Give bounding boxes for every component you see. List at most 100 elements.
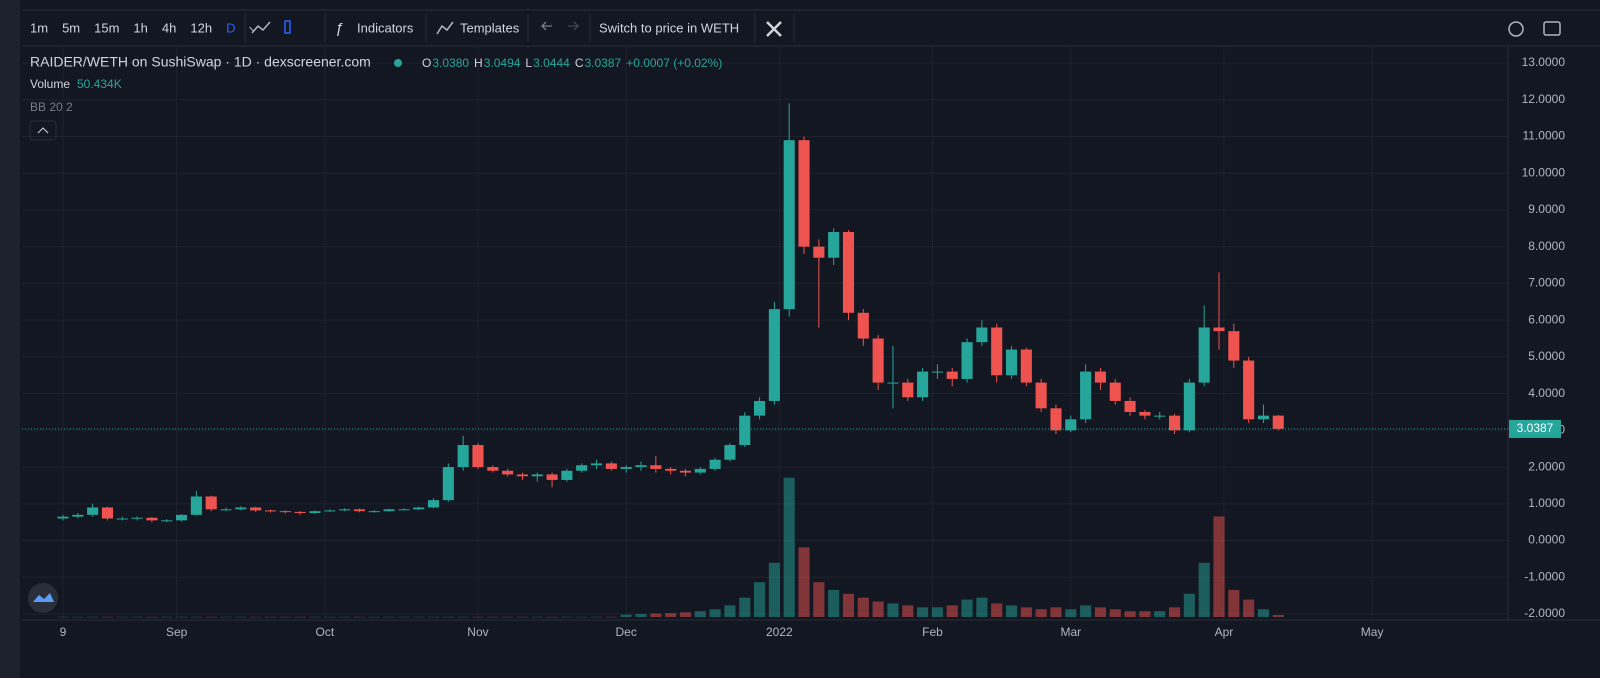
volume-bar	[561, 616, 573, 618]
x-tick-label: Feb	[922, 625, 943, 639]
candle-body	[309, 511, 321, 513]
y-tick-label: 13.0000	[1522, 55, 1566, 69]
candle-body	[798, 140, 810, 247]
candle-body	[472, 445, 484, 468]
y-tick-label: -1.0000	[1524, 569, 1565, 583]
candle-body	[679, 470, 692, 473]
interval-button[interactable]: 15m	[94, 20, 119, 35]
x-tick-label: Dec	[616, 625, 637, 639]
candle-body	[279, 511, 291, 513]
candle-body	[991, 327, 1003, 376]
templates-icon	[436, 21, 454, 35]
indicators-button[interactable]: Indicators	[357, 20, 414, 35]
candle-body	[1168, 415, 1181, 431]
symbol-title: RAIDER/WETH on SushiSwap · 1D · dexscree…	[30, 54, 371, 70]
volume-bar	[783, 477, 795, 617]
volume-bar	[1094, 607, 1106, 617]
candle-body	[502, 470, 514, 475]
ohlc-value: 3.0387	[584, 56, 621, 70]
y-tick-label: 8.0000	[1528, 239, 1565, 253]
volume-bar	[1154, 611, 1166, 617]
y-tick-label: 7.0000	[1528, 276, 1565, 290]
candle-body	[1065, 419, 1077, 431]
candle-body	[161, 520, 173, 522]
volume-bar	[1050, 607, 1062, 617]
volume-bar	[531, 616, 543, 618]
candle-body	[190, 496, 202, 515]
volume-bar	[724, 605, 736, 617]
volume-bar	[991, 603, 1003, 617]
volume-bar	[1124, 611, 1136, 617]
volume-bar	[576, 616, 588, 618]
candle-body	[1198, 327, 1210, 383]
candle-body	[442, 467, 454, 501]
undo-button[interactable]	[540, 21, 552, 31]
ohlc-legend: O 3.0380 H 3.0494 L 3.0444 C 3.0387 +0.0007 (+0.…	[422, 56, 722, 70]
interval-button[interactable]: 12h	[190, 20, 212, 35]
volume-bar	[917, 607, 929, 617]
candle-body	[917, 371, 929, 398]
volume-bar	[220, 616, 232, 618]
interval-button[interactable]: 1m	[30, 20, 48, 35]
x-tick-label: Sep	[166, 625, 188, 639]
y-tick-label: 11.0000	[1523, 129, 1566, 143]
volume-bar	[694, 611, 706, 617]
volume-bar	[87, 616, 99, 618]
interval-button[interactable]: 5m	[62, 20, 80, 35]
fullscreen-button[interactable]	[766, 21, 782, 37]
candle-body	[931, 371, 943, 373]
volume-bar	[1109, 609, 1121, 617]
candle-body	[976, 327, 988, 343]
candle-body	[842, 231, 855, 313]
candle-body	[1020, 349, 1032, 383]
candle-body	[1243, 360, 1255, 420]
ohlc-key: L	[525, 56, 532, 70]
line-icon[interactable]	[251, 21, 271, 34]
status-dot	[394, 59, 402, 67]
y-tick-label: 4.0000	[1528, 386, 1565, 400]
volume-bar	[1183, 593, 1195, 617]
screenshot-button[interactable]	[1543, 21, 1561, 36]
candle-body	[457, 445, 469, 468]
volume-bar	[1213, 516, 1225, 617]
candle-body	[176, 514, 188, 521]
candle-body	[1213, 327, 1225, 332]
volume-bar	[1272, 615, 1284, 617]
y-tick-label: 12.0000	[1522, 92, 1566, 106]
volume-bar	[754, 582, 766, 617]
volume-bar	[339, 616, 351, 618]
volume-bar	[176, 616, 188, 618]
volume-bar	[842, 593, 855, 617]
ohlc-value: 3.0380	[432, 56, 469, 70]
candle-body	[709, 459, 721, 469]
candle-body	[1035, 382, 1047, 409]
candle-body	[264, 510, 277, 512]
candle-body	[783, 140, 795, 310]
volume-bar	[1065, 609, 1077, 617]
templates-button[interactable]: Templates	[460, 20, 520, 35]
volume-bar	[739, 597, 751, 617]
x-tick-label: Apr	[1215, 625, 1234, 639]
candle-body	[620, 467, 632, 469]
x-tick-label: 2022	[766, 625, 793, 639]
volume-bar	[324, 616, 336, 618]
tv-logo[interactable]	[28, 583, 58, 613]
switch-button[interactable]: Switch to price in WETH	[599, 20, 739, 35]
y-tick-label: 0.0000	[1528, 533, 1565, 547]
collapse-button[interactable]	[29, 120, 57, 141]
volume-label: Volume	[30, 77, 70, 91]
interval-button[interactable]: 4h	[162, 20, 176, 35]
bb-label: BB 20 2	[30, 100, 73, 114]
interval-button[interactable]: 1h	[133, 20, 147, 35]
left-sidebar	[0, 0, 20, 678]
volume-bar	[1020, 607, 1032, 617]
fx-icon: ƒ	[335, 20, 343, 37]
x-tick-label: Nov	[467, 625, 488, 639]
settings-button[interactable]	[1508, 21, 1524, 37]
candle-body	[205, 496, 217, 510]
redo-button[interactable]	[568, 21, 580, 31]
candle-icon[interactable]	[284, 20, 291, 34]
x-tick-label: Mar	[1060, 625, 1081, 639]
interval-button[interactable]: D	[226, 20, 235, 35]
volume-bar	[665, 613, 677, 617]
